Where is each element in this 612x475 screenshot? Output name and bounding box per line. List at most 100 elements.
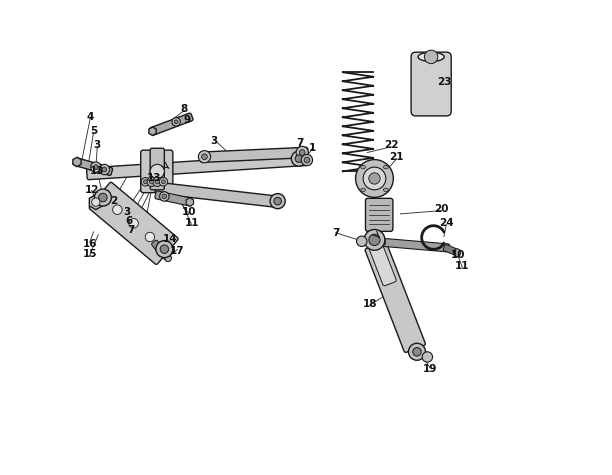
FancyBboxPatch shape	[155, 182, 282, 208]
Circle shape	[150, 164, 165, 179]
Text: 3: 3	[123, 207, 130, 217]
Circle shape	[201, 154, 207, 160]
Circle shape	[141, 178, 150, 186]
Circle shape	[304, 157, 310, 163]
Circle shape	[369, 234, 380, 246]
Circle shape	[113, 205, 122, 214]
Ellipse shape	[384, 188, 388, 191]
FancyBboxPatch shape	[89, 182, 178, 265]
Text: 9: 9	[184, 115, 191, 125]
Circle shape	[363, 167, 386, 190]
Circle shape	[172, 117, 181, 126]
Text: 15: 15	[83, 249, 97, 259]
Circle shape	[155, 180, 159, 184]
Circle shape	[198, 151, 211, 163]
Circle shape	[92, 198, 100, 206]
Circle shape	[149, 180, 154, 184]
Circle shape	[357, 236, 367, 247]
Circle shape	[295, 155, 303, 162]
Text: 11: 11	[184, 218, 199, 228]
Text: 10: 10	[182, 208, 196, 218]
Text: 23: 23	[437, 76, 452, 86]
Text: 5: 5	[90, 126, 97, 136]
Circle shape	[160, 245, 169, 253]
Circle shape	[129, 218, 138, 228]
Circle shape	[270, 194, 285, 209]
Text: 20: 20	[435, 204, 449, 214]
Circle shape	[158, 249, 166, 256]
Circle shape	[299, 150, 305, 155]
FancyBboxPatch shape	[443, 245, 460, 256]
Circle shape	[453, 249, 461, 256]
Polygon shape	[73, 157, 81, 167]
Polygon shape	[378, 238, 385, 247]
Text: 1: 1	[309, 143, 316, 153]
Text: 6: 6	[125, 216, 133, 226]
Text: 7: 7	[332, 228, 340, 238]
Text: 3: 3	[211, 136, 217, 146]
FancyBboxPatch shape	[379, 238, 450, 252]
Circle shape	[147, 177, 156, 187]
Text: 16: 16	[83, 238, 97, 248]
Text: 19: 19	[422, 364, 437, 374]
Circle shape	[424, 50, 438, 64]
Text: 13: 13	[89, 166, 104, 176]
FancyBboxPatch shape	[87, 154, 308, 180]
Text: 12: 12	[84, 185, 99, 195]
Circle shape	[145, 232, 155, 242]
Circle shape	[291, 151, 307, 166]
FancyBboxPatch shape	[414, 348, 429, 360]
FancyBboxPatch shape	[369, 243, 396, 286]
Ellipse shape	[360, 165, 365, 169]
Circle shape	[156, 241, 173, 257]
Circle shape	[301, 154, 313, 166]
Circle shape	[94, 189, 111, 206]
FancyBboxPatch shape	[150, 113, 193, 135]
Circle shape	[91, 162, 101, 172]
Circle shape	[99, 193, 107, 202]
Ellipse shape	[418, 52, 444, 61]
Text: 18: 18	[362, 299, 377, 309]
Circle shape	[144, 180, 147, 184]
Polygon shape	[89, 195, 102, 209]
Text: 24: 24	[439, 218, 453, 228]
FancyBboxPatch shape	[152, 240, 165, 256]
Text: 8: 8	[181, 104, 188, 114]
FancyBboxPatch shape	[200, 147, 308, 162]
Circle shape	[99, 164, 110, 175]
Circle shape	[152, 177, 162, 187]
Circle shape	[159, 178, 168, 186]
Circle shape	[94, 165, 98, 170]
Circle shape	[162, 246, 171, 256]
FancyBboxPatch shape	[150, 148, 165, 190]
FancyBboxPatch shape	[159, 249, 171, 261]
Polygon shape	[149, 127, 156, 135]
Text: 7: 7	[127, 226, 135, 236]
Circle shape	[162, 194, 166, 199]
FancyBboxPatch shape	[141, 150, 173, 193]
Text: 11: 11	[455, 261, 469, 271]
Circle shape	[274, 197, 282, 205]
Ellipse shape	[360, 188, 365, 191]
FancyBboxPatch shape	[75, 158, 113, 175]
Circle shape	[174, 120, 178, 124]
Text: 3: 3	[94, 141, 101, 151]
Text: 22: 22	[384, 141, 398, 151]
Circle shape	[162, 180, 165, 184]
Circle shape	[408, 343, 425, 360]
Circle shape	[356, 160, 394, 197]
Text: 2: 2	[110, 196, 118, 206]
FancyBboxPatch shape	[365, 242, 425, 352]
FancyBboxPatch shape	[365, 198, 393, 231]
FancyBboxPatch shape	[411, 52, 451, 116]
Circle shape	[412, 348, 421, 356]
Circle shape	[422, 352, 433, 362]
Circle shape	[296, 146, 308, 159]
Text: 17: 17	[170, 246, 185, 256]
Text: 7: 7	[297, 138, 304, 148]
Text: 14: 14	[163, 234, 177, 244]
Text: 21: 21	[389, 152, 404, 162]
Circle shape	[364, 229, 385, 250]
Polygon shape	[186, 198, 193, 206]
Circle shape	[165, 255, 171, 262]
